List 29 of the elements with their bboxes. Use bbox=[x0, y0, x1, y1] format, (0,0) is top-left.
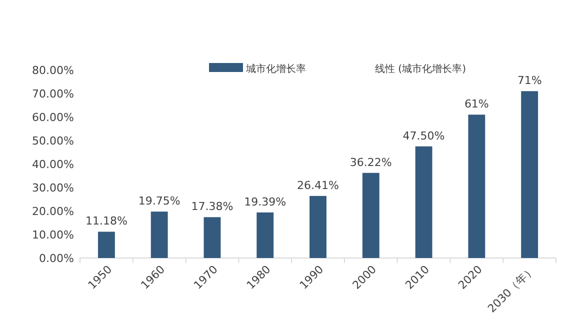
data-label: 19.75% bbox=[138, 194, 180, 208]
legend-label: 城市化增长率 bbox=[245, 63, 306, 75]
data-label: 26.41% bbox=[297, 178, 339, 192]
y-tick-label: 0.00% bbox=[39, 252, 74, 265]
data-label: 17.38% bbox=[191, 200, 234, 214]
y-tick-label: 30.00% bbox=[32, 182, 74, 194]
data-label: 19.39% bbox=[244, 195, 286, 208]
y-tick-label: 70.00% bbox=[32, 88, 74, 100]
bar bbox=[310, 196, 326, 258]
y-tick-label: 20.00% bbox=[32, 205, 74, 218]
bar bbox=[204, 217, 221, 258]
y-tick-label: 50.00% bbox=[32, 134, 74, 148]
y-tick-label: 60.00% bbox=[32, 111, 74, 124]
data-label: 61% bbox=[464, 98, 489, 111]
data-label: 71% bbox=[517, 74, 542, 88]
bar bbox=[256, 212, 274, 258]
bar bbox=[98, 232, 115, 258]
data-label: 36.22% bbox=[350, 156, 392, 169]
y-tick-label: 10.00% bbox=[32, 228, 74, 242]
bar bbox=[415, 146, 432, 258]
bar bbox=[521, 91, 538, 258]
data-label: 11.18% bbox=[85, 214, 128, 228]
bar bbox=[150, 212, 168, 258]
y-tick-label: 40.00% bbox=[32, 158, 74, 171]
y-tick-label: 80.00% bbox=[32, 64, 74, 77]
bar bbox=[362, 172, 380, 258]
data-label: 47.50% bbox=[402, 129, 445, 142]
annotation: 线性 (城市化增长率) bbox=[375, 63, 466, 75]
bar bbox=[468, 114, 486, 258]
